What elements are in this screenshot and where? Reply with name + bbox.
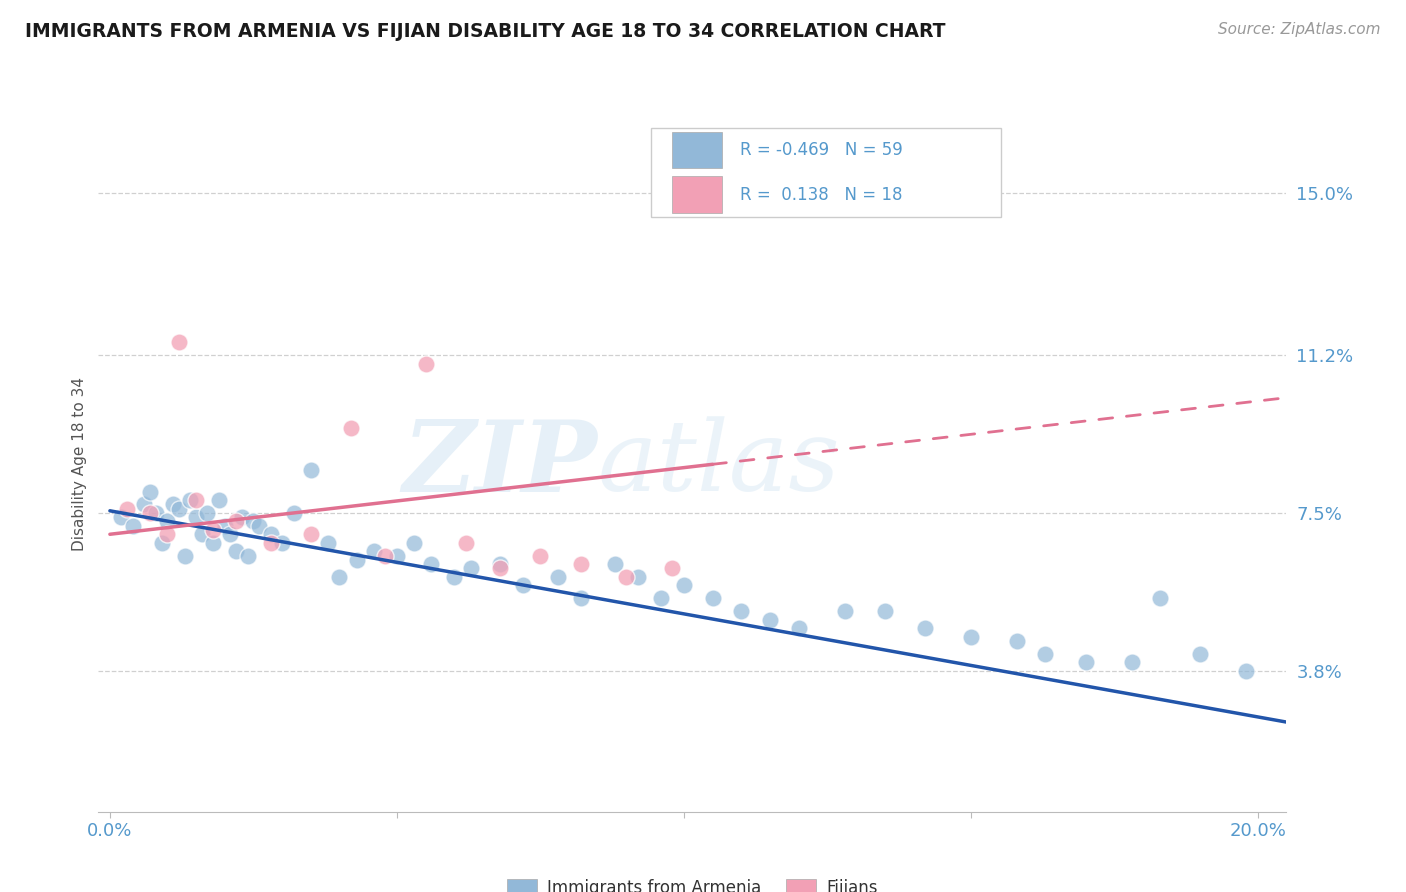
Text: IMMIGRANTS FROM ARMENIA VS FIJIAN DISABILITY AGE 18 TO 34 CORRELATION CHART: IMMIGRANTS FROM ARMENIA VS FIJIAN DISABI… <box>25 22 946 41</box>
Point <box>115 501 138 516</box>
Y-axis label: Disability Age 18 to 34: Disability Age 18 to 34 <box>72 376 87 551</box>
Point <box>1189 647 1212 661</box>
Point <box>404 536 426 550</box>
Point <box>134 497 156 511</box>
Point <box>208 493 231 508</box>
Point <box>346 553 368 567</box>
Point <box>340 420 363 434</box>
Point <box>374 549 396 563</box>
Point <box>627 570 650 584</box>
Point <box>259 527 281 541</box>
Point <box>914 621 936 635</box>
Point <box>225 544 247 558</box>
Point <box>650 591 672 606</box>
Point <box>231 510 253 524</box>
Point <box>139 506 162 520</box>
Point <box>145 506 167 520</box>
Point <box>759 613 782 627</box>
Point <box>283 506 305 520</box>
Point <box>202 536 225 550</box>
Point <box>489 561 512 575</box>
Point <box>173 549 195 563</box>
Point <box>1005 634 1028 648</box>
Point <box>443 570 465 584</box>
Point <box>1035 647 1057 661</box>
Point <box>156 515 179 529</box>
Text: ZIP: ZIP <box>402 416 598 512</box>
Point <box>512 578 534 592</box>
Point <box>1074 656 1097 670</box>
Point <box>661 561 683 575</box>
Text: R =  0.138   N = 18: R = 0.138 N = 18 <box>740 186 903 203</box>
Point <box>242 515 264 529</box>
FancyBboxPatch shape <box>651 128 1001 217</box>
Point <box>460 561 482 575</box>
Point <box>225 515 247 529</box>
Point <box>162 497 184 511</box>
Point <box>236 549 259 563</box>
Point <box>184 493 207 508</box>
Point <box>569 591 592 606</box>
Point <box>139 484 162 499</box>
Point <box>702 591 724 606</box>
Text: atlas: atlas <box>598 417 841 511</box>
Point <box>420 557 443 571</box>
Point <box>259 536 281 550</box>
Point <box>316 536 339 550</box>
Point <box>569 557 592 571</box>
Point <box>190 527 212 541</box>
Point <box>271 536 294 550</box>
Point <box>834 604 856 618</box>
Point <box>385 549 408 563</box>
Point <box>156 527 179 541</box>
Point <box>489 557 512 571</box>
FancyBboxPatch shape <box>672 132 723 169</box>
Point <box>219 527 242 541</box>
Point <box>179 493 201 508</box>
Point <box>603 557 626 571</box>
Point <box>121 518 143 533</box>
Point <box>730 604 752 618</box>
Point <box>167 501 190 516</box>
Point <box>299 463 322 477</box>
Point <box>299 527 322 541</box>
Point <box>167 335 190 350</box>
Point <box>529 549 551 563</box>
Point <box>247 518 270 533</box>
Point <box>787 621 810 635</box>
Point <box>1149 591 1171 606</box>
Point <box>672 578 695 592</box>
Point <box>415 357 437 371</box>
Text: Source: ZipAtlas.com: Source: ZipAtlas.com <box>1218 22 1381 37</box>
Point <box>328 570 350 584</box>
Point <box>959 630 981 644</box>
Point <box>363 544 385 558</box>
Point <box>873 604 896 618</box>
Point <box>1234 664 1257 678</box>
Point <box>184 510 207 524</box>
Point <box>202 523 225 537</box>
Point <box>197 506 219 520</box>
Point <box>454 536 477 550</box>
Legend: Immigrants from Armenia, Fijians: Immigrants from Armenia, Fijians <box>501 872 884 892</box>
FancyBboxPatch shape <box>672 177 723 212</box>
Point <box>214 518 236 533</box>
Point <box>110 510 132 524</box>
Text: R = -0.469   N = 59: R = -0.469 N = 59 <box>740 141 903 159</box>
Point <box>547 570 569 584</box>
Point <box>150 536 173 550</box>
Point <box>1121 656 1143 670</box>
Point <box>616 570 638 584</box>
